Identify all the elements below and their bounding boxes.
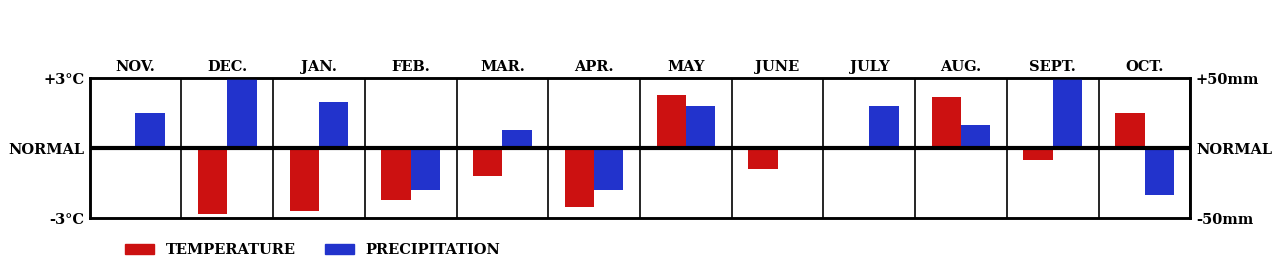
Bar xyxy=(1024,148,1053,160)
Bar xyxy=(1115,113,1144,148)
Bar xyxy=(1053,67,1082,148)
Bar xyxy=(869,106,899,148)
Bar xyxy=(749,148,778,169)
Legend: TEMPERATURE, PRECIPITATION: TEMPERATURE, PRECIPITATION xyxy=(119,237,507,263)
Bar xyxy=(198,148,228,214)
Bar xyxy=(381,148,411,200)
Bar xyxy=(1144,148,1174,195)
Bar xyxy=(961,125,991,148)
Bar xyxy=(319,102,348,148)
Bar xyxy=(564,148,594,207)
Bar xyxy=(594,148,623,190)
Bar xyxy=(136,113,165,148)
Bar xyxy=(657,95,686,148)
Bar xyxy=(474,148,503,176)
Bar xyxy=(932,97,961,148)
Bar xyxy=(686,106,716,148)
Bar xyxy=(411,148,440,190)
Bar xyxy=(503,130,531,148)
Bar xyxy=(289,148,319,211)
Bar xyxy=(228,78,256,148)
